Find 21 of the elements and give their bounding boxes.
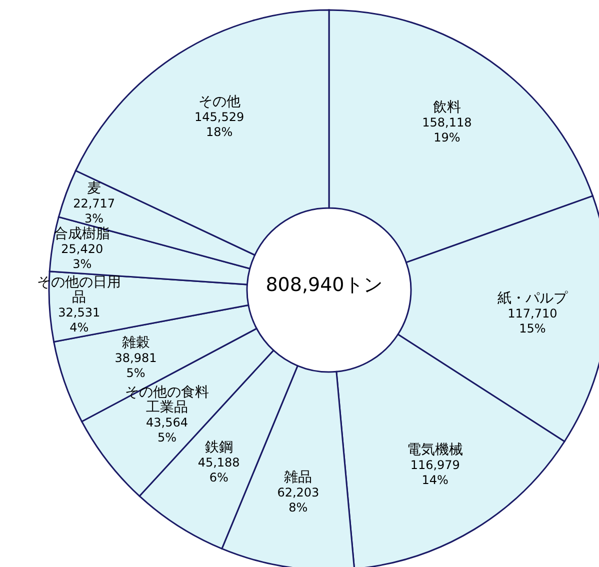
slice-label: 合成樹脂 — [54, 226, 110, 242]
slice-label: 飲料 — [432, 100, 461, 116]
data-label: 43,564 5% — [146, 416, 188, 445]
text: 808,940トン — [264, 273, 384, 297]
slice-label: 電気機械 — [407, 442, 464, 458]
slice-label: 麦 — [87, 180, 102, 197]
slice-label: 鉄鋼 — [204, 440, 233, 456]
data-label: 117,710 15% — [508, 306, 558, 336]
data-label: 38,981 5% — [114, 350, 157, 380]
data-label: 22,717 3% — [73, 196, 116, 226]
data-label: 116,979 14% — [410, 458, 460, 488]
data-label: 45,188 6% — [198, 456, 240, 485]
slice-label: 紙・パルプ — [497, 290, 568, 306]
data-label: 25,420 3% — [61, 242, 104, 271]
data-label: 62,203 8% — [277, 485, 320, 514]
data-label: 145,529 18% — [194, 110, 244, 140]
slice-label: その他 — [198, 94, 240, 110]
data-label: 158,118 19% — [422, 116, 472, 145]
data-label: 32,531 4% — [58, 305, 100, 334]
slice-label: 雑穀 — [122, 334, 150, 351]
slice-label: 雑品 — [284, 469, 312, 486]
